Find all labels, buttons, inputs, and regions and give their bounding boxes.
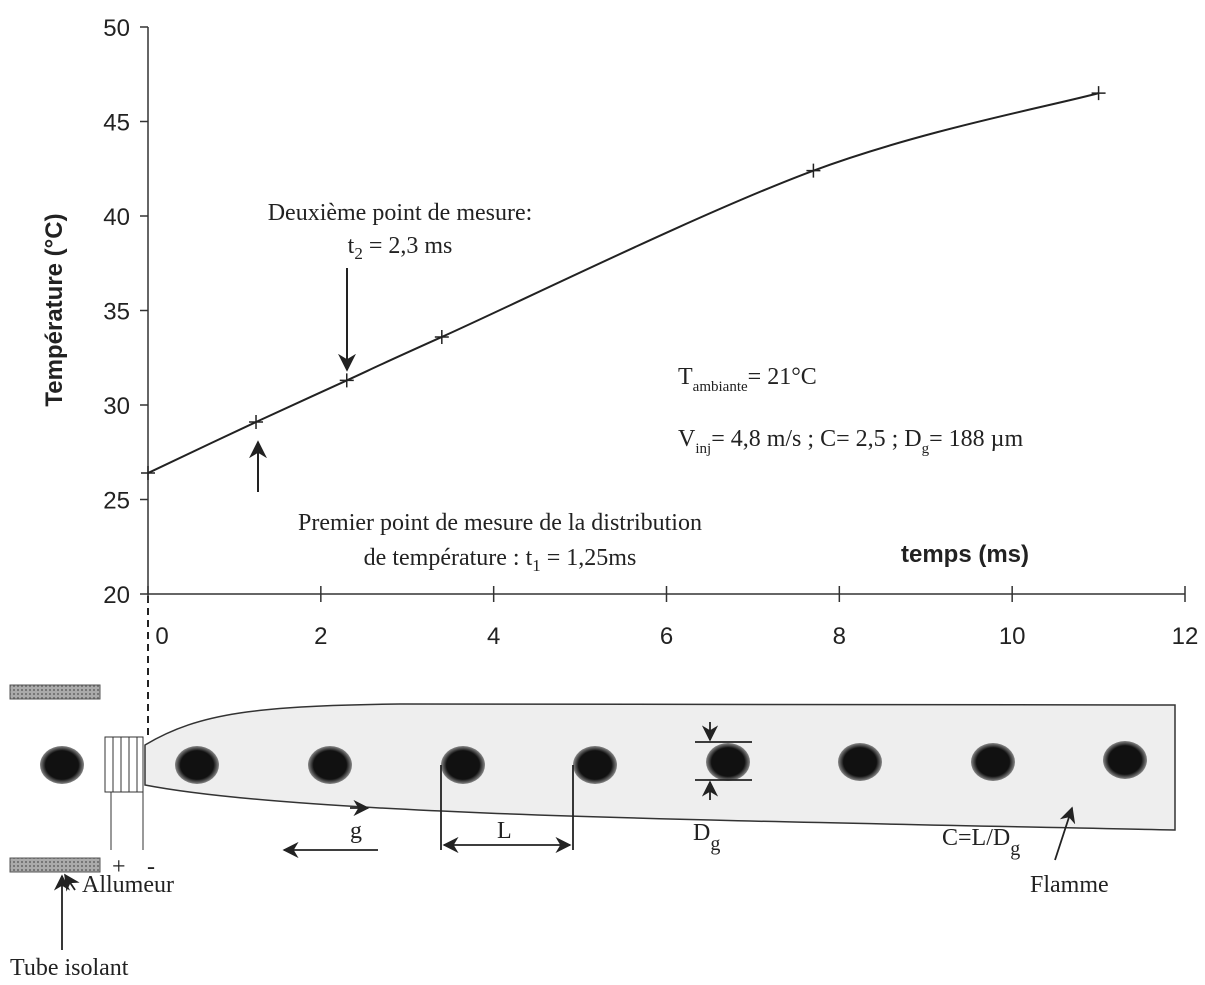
insulating-tube bbox=[9, 857, 101, 873]
annotation: Premier point de mesure de la distributi… bbox=[298, 510, 702, 536]
annotation: de température : t1 = 1,25ms bbox=[364, 545, 637, 575]
flame bbox=[144, 703, 1176, 831]
y-tick-label: 30 bbox=[103, 393, 130, 420]
x-tick-label: 0 bbox=[155, 623, 168, 650]
y-axis-label: Température (°C) bbox=[41, 213, 68, 406]
x-axis-label: temps (ms) bbox=[901, 541, 1029, 568]
igniter-label: Allumeur bbox=[82, 872, 174, 898]
annotation: Deuxième point de mesure: bbox=[268, 200, 533, 226]
x-tick-label: 6 bbox=[660, 623, 673, 650]
y-tick-label: 20 bbox=[103, 582, 130, 609]
insulating-tube bbox=[9, 684, 101, 700]
y-tick-label: 50 bbox=[103, 15, 130, 42]
data-point bbox=[806, 163, 821, 178]
annotation: Tambiante= 21°C bbox=[678, 364, 817, 395]
dimension-lines bbox=[53, 722, 1076, 950]
flame-label: Flamme bbox=[1030, 872, 1109, 898]
droplets bbox=[40, 741, 1147, 784]
y-tick-label: 25 bbox=[103, 488, 130, 515]
y-tick-label: 45 bbox=[103, 110, 130, 137]
plus-label: + bbox=[112, 854, 126, 880]
x-tick-label: 8 bbox=[833, 623, 846, 650]
x-tick-label: 4 bbox=[487, 623, 500, 650]
ratio-label: C=L/Dg bbox=[942, 825, 1020, 860]
spacing-label: L bbox=[497, 818, 512, 844]
minus-label: - bbox=[147, 854, 155, 880]
x-tick-label: 10 bbox=[999, 623, 1026, 650]
annotation: t2 = 2,3 ms bbox=[348, 233, 453, 263]
data-point bbox=[141, 466, 155, 481]
y-tick-label: 40 bbox=[103, 204, 130, 231]
y-tick-label: 35 bbox=[103, 299, 130, 326]
data-point bbox=[339, 373, 354, 388]
gravity-label: g bbox=[350, 818, 362, 844]
data-point bbox=[434, 329, 449, 344]
igniter bbox=[104, 736, 144, 850]
x-tick-label: 12 bbox=[1172, 623, 1199, 650]
x-tick-label: 2 bbox=[314, 623, 327, 650]
diameter-label: Dg bbox=[693, 820, 720, 855]
data-point bbox=[1091, 86, 1106, 101]
data-point bbox=[249, 415, 264, 430]
data-line bbox=[147, 92, 1099, 474]
tube-label: Tube isolant bbox=[10, 955, 129, 981]
annotation: Vinj= 4,8 m/s ; C= 2,5 ; Dg= 188 µm bbox=[678, 426, 1023, 457]
